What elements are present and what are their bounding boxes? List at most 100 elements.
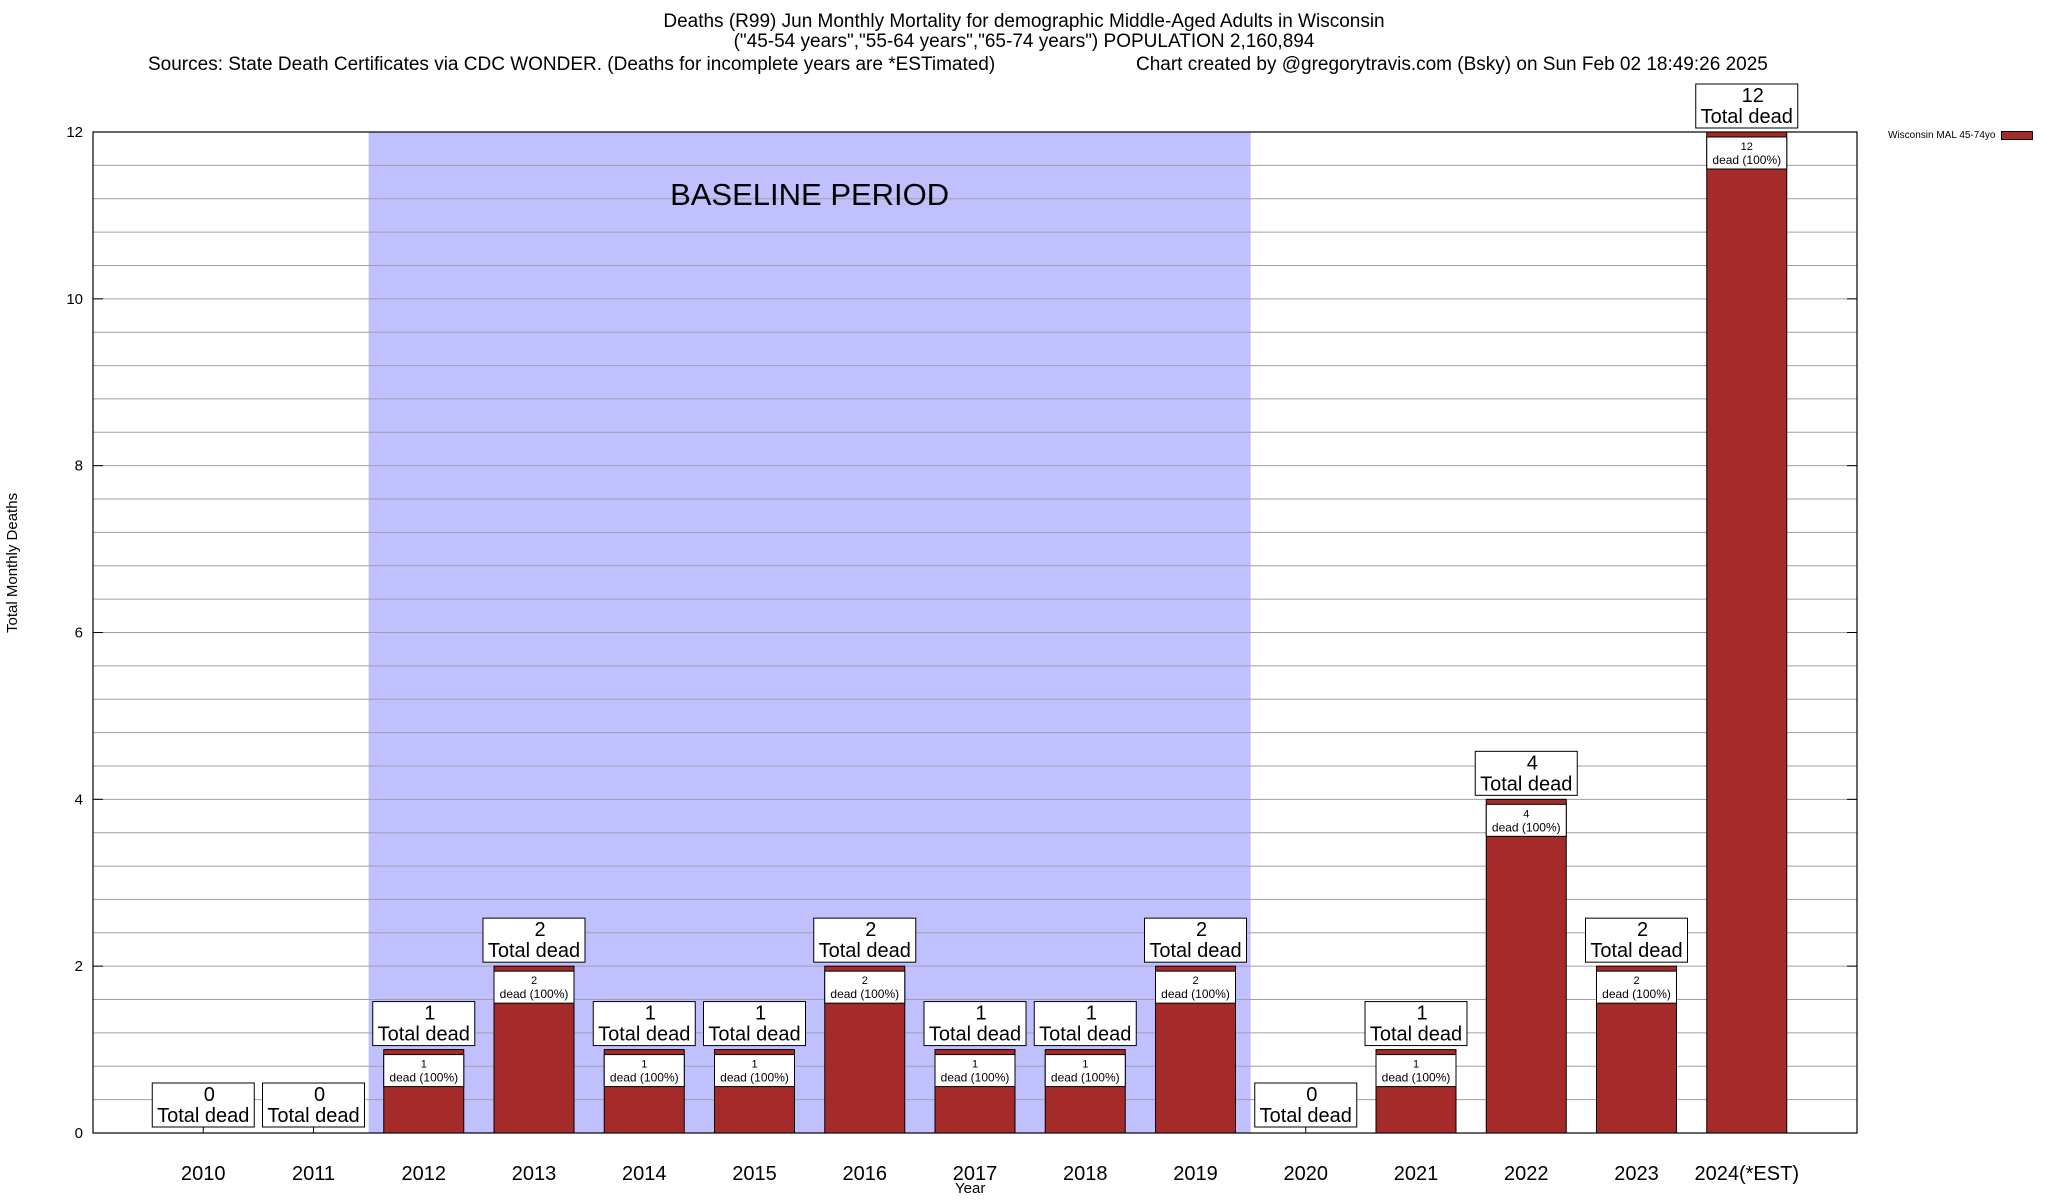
inner-value-label: 1: [1082, 1059, 1088, 1071]
x-tick-label: 2022: [1504, 1163, 1549, 1185]
total-dead-label: Total dead: [929, 1024, 1021, 1046]
x-tick-label: 2021: [1394, 1163, 1439, 1185]
inner-label-box: [383, 1054, 465, 1088]
total-label-box: [1033, 1001, 1137, 1047]
total-dead-label: Total dead: [1370, 1024, 1462, 1046]
inner-label-box: [1044, 1054, 1126, 1088]
legend-label: Wisconsin MAL 45-74yo: [1888, 130, 1996, 141]
total-dead-label: Total dead: [1039, 1024, 1131, 1046]
x-tick-label: 2012: [402, 1163, 447, 1185]
legend: Wisconsin MAL 45-74yo: [1888, 130, 2034, 141]
x-tick-label: 2013: [512, 1163, 557, 1185]
inner-percent-label: dead (100%): [720, 1071, 789, 1085]
total-value-label: 12: [1742, 85, 1764, 107]
bar: [1706, 131, 1788, 1134]
total-value-label: 0: [204, 1084, 215, 1106]
chart-title: Deaths (R99) Jun Monthly Mortality for d…: [0, 12, 2048, 52]
x-tick-label: 2018: [1063, 1163, 1108, 1185]
total-dead-label: Total dead: [819, 940, 911, 962]
x-tick-label: 2011: [292, 1163, 335, 1185]
inner-label-box: [714, 1054, 795, 1088]
y-tick-label: 8: [75, 458, 83, 475]
total-value-label: 1: [975, 1003, 986, 1025]
total-label-box: [372, 1001, 476, 1047]
inner-label-box: [1375, 1054, 1457, 1088]
total-value-label: 0: [314, 1084, 325, 1106]
total-value-label: 1: [1416, 1003, 1427, 1025]
legend-swatch: [2001, 130, 2034, 140]
inner-percent-label: dead (100%): [941, 1071, 1010, 1085]
sources-note: Sources: State Death Certificates via CD…: [148, 54, 996, 75]
inner-value-label: 1: [421, 1059, 427, 1071]
inner-label-box: [824, 970, 906, 1004]
total-label-box: [923, 1001, 1027, 1047]
baseline-label: BASELINE PERIOD: [670, 177, 949, 212]
y-tick-label: 10: [66, 291, 83, 308]
bar: [1485, 798, 1567, 1134]
total-value-label: 2: [1196, 919, 1207, 941]
total-dead-label: Total dead: [1149, 940, 1241, 962]
inner-percent-label: dead (100%): [500, 987, 569, 1001]
total-label-box: [1695, 83, 1799, 129]
inner-label-box: [1596, 970, 1677, 1004]
x-tick-label: 2024(*EST): [1695, 1163, 1800, 1185]
x-tick-label: 2017: [953, 1163, 998, 1185]
x-tick-label: 2015: [732, 1163, 777, 1185]
total-value-label: 4: [1527, 752, 1538, 774]
y-axis-label: Total Monthly Deaths: [4, 492, 21, 633]
inner-percent-label: dead (100%): [1712, 153, 1781, 167]
y-tick-label: 2: [75, 958, 83, 975]
inner-value-label: 2: [531, 975, 537, 987]
total-value-label: 2: [865, 919, 876, 941]
total-dead-label: Total dead: [598, 1024, 690, 1046]
total-dead-label: Total dead: [157, 1105, 249, 1127]
inner-label-box: [1155, 970, 1236, 1004]
total-dead-label: Total dead: [267, 1105, 359, 1127]
total-value-label: 0: [1306, 1084, 1317, 1106]
inner-label-box: [1706, 136, 1788, 170]
inner-percent-label: dead (100%): [1051, 1071, 1120, 1085]
total-label-box: [1364, 1001, 1468, 1047]
inner-label-box: [493, 970, 575, 1004]
total-value-label: 1: [755, 1003, 766, 1025]
title-line-1: Deaths (R99) Jun Monthly Mortality for d…: [663, 11, 1385, 32]
inner-value-label: 2: [1633, 975, 1639, 987]
inner-percent-label: dead (100%): [610, 1071, 679, 1085]
x-tick-label: 2014: [622, 1163, 667, 1185]
inner-value-label: 1: [1413, 1059, 1419, 1071]
x-tick-label: 2023: [1614, 1163, 1659, 1185]
inner-percent-label: dead (100%): [830, 987, 899, 1001]
x-tick-label: 2016: [843, 1163, 888, 1185]
total-label-box: [813, 917, 917, 963]
inner-value-label: 1: [972, 1059, 978, 1071]
inner-value-label: 12: [1741, 141, 1753, 153]
total-dead-label: Total dead: [378, 1024, 470, 1046]
y-tick-label: 6: [75, 625, 83, 642]
total-label-box: [151, 1082, 255, 1128]
total-value-label: 2: [534, 919, 545, 941]
inner-percent-label: dead (100%): [389, 1071, 458, 1085]
y-tick-label: 0: [75, 1125, 83, 1142]
y-tick-label: 12: [66, 124, 83, 141]
total-value-label: 1: [424, 1003, 435, 1025]
total-label-box: [1254, 1082, 1358, 1128]
total-label-box: [1474, 750, 1578, 796]
total-label-box: [482, 917, 586, 963]
inner-percent-label: dead (100%): [1161, 987, 1230, 1001]
inner-value-label: 2: [1192, 975, 1198, 987]
total-label-box: [262, 1082, 365, 1128]
inner-percent-label: dead (100%): [1382, 1071, 1451, 1085]
inner-value-label: 4: [1523, 808, 1529, 820]
total-dead-label: Total dead: [1701, 106, 1793, 128]
inner-percent-label: dead (100%): [1492, 820, 1561, 834]
total-value-label: 1: [645, 1003, 656, 1025]
total-label-box: [1144, 917, 1247, 963]
x-tick-label: 2019: [1173, 1163, 1218, 1185]
y-tick-label: 4: [75, 791, 83, 808]
total-dead-label: Total dead: [1260, 1105, 1352, 1127]
total-value-label: 2: [1637, 919, 1648, 941]
total-dead-label: Total dead: [1480, 773, 1572, 795]
title-line-2: ("45-54 years","55-64 years","65-74 year…: [733, 31, 1315, 52]
inner-value-label: 1: [751, 1059, 757, 1071]
